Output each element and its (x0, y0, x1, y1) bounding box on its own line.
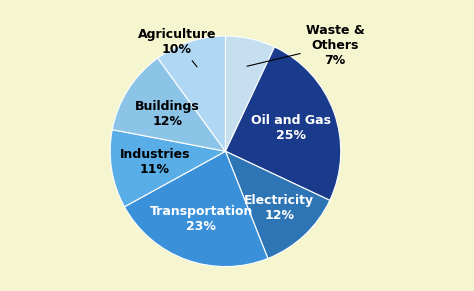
Wedge shape (110, 130, 226, 207)
Wedge shape (125, 151, 268, 267)
Text: Electricity
12%: Electricity 12% (244, 194, 314, 222)
Text: Oil and Gas
25%: Oil and Gas 25% (251, 114, 330, 142)
Wedge shape (226, 151, 330, 258)
Text: Transportation
23%: Transportation 23% (150, 205, 253, 233)
Text: Buildings
12%: Buildings 12% (135, 100, 200, 128)
Wedge shape (226, 47, 341, 200)
Text: Industries
11%: Industries 11% (119, 148, 190, 176)
Wedge shape (226, 36, 274, 151)
Text: Agriculture
10%: Agriculture 10% (138, 28, 216, 67)
Text: Waste &
Others
7%: Waste & Others 7% (247, 24, 365, 67)
Wedge shape (112, 58, 226, 151)
Wedge shape (158, 36, 226, 151)
